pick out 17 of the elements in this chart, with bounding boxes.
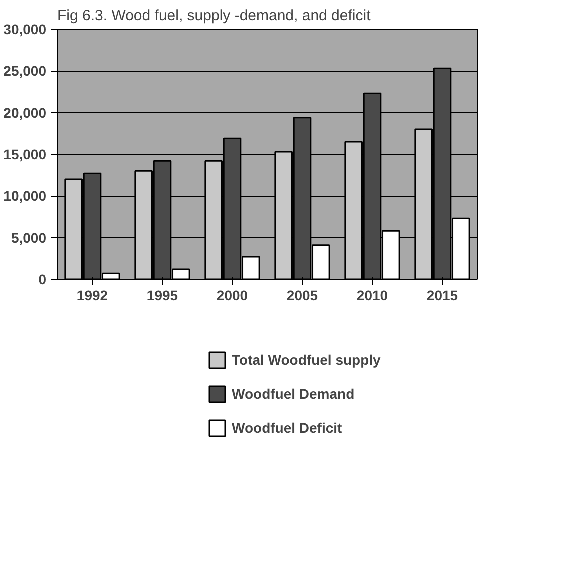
y-tick-label: 30,000 [4,22,47,38]
y-tick-label: 15,000 [4,146,47,162]
legend-label: Woodfuel Demand [232,386,355,402]
y-tick-label: 25,000 [4,63,47,80]
chart-title: Fig 6.3. Wood fuel, supply -demand, and deficit [58,8,372,24]
x-tick-label: 2005 [286,288,318,304]
y-tick-label: 20,000 [4,104,47,121]
y-tick-label: 0 [38,272,47,288]
x-tick-label: 2015 [426,288,458,304]
x-tick-label: 1992 [76,288,108,304]
y-tick-label: 10,000 [4,188,47,204]
x-tick-label: 1995 [146,288,178,304]
x-tick-label: 2010 [356,288,388,304]
legend-label: Woodfuel Deficit [232,420,342,436]
x-tick-label: 2000 [216,288,248,304]
legend-label: Total Woodfuel supply [232,352,381,368]
y-tick-label: 5,000 [11,230,47,246]
